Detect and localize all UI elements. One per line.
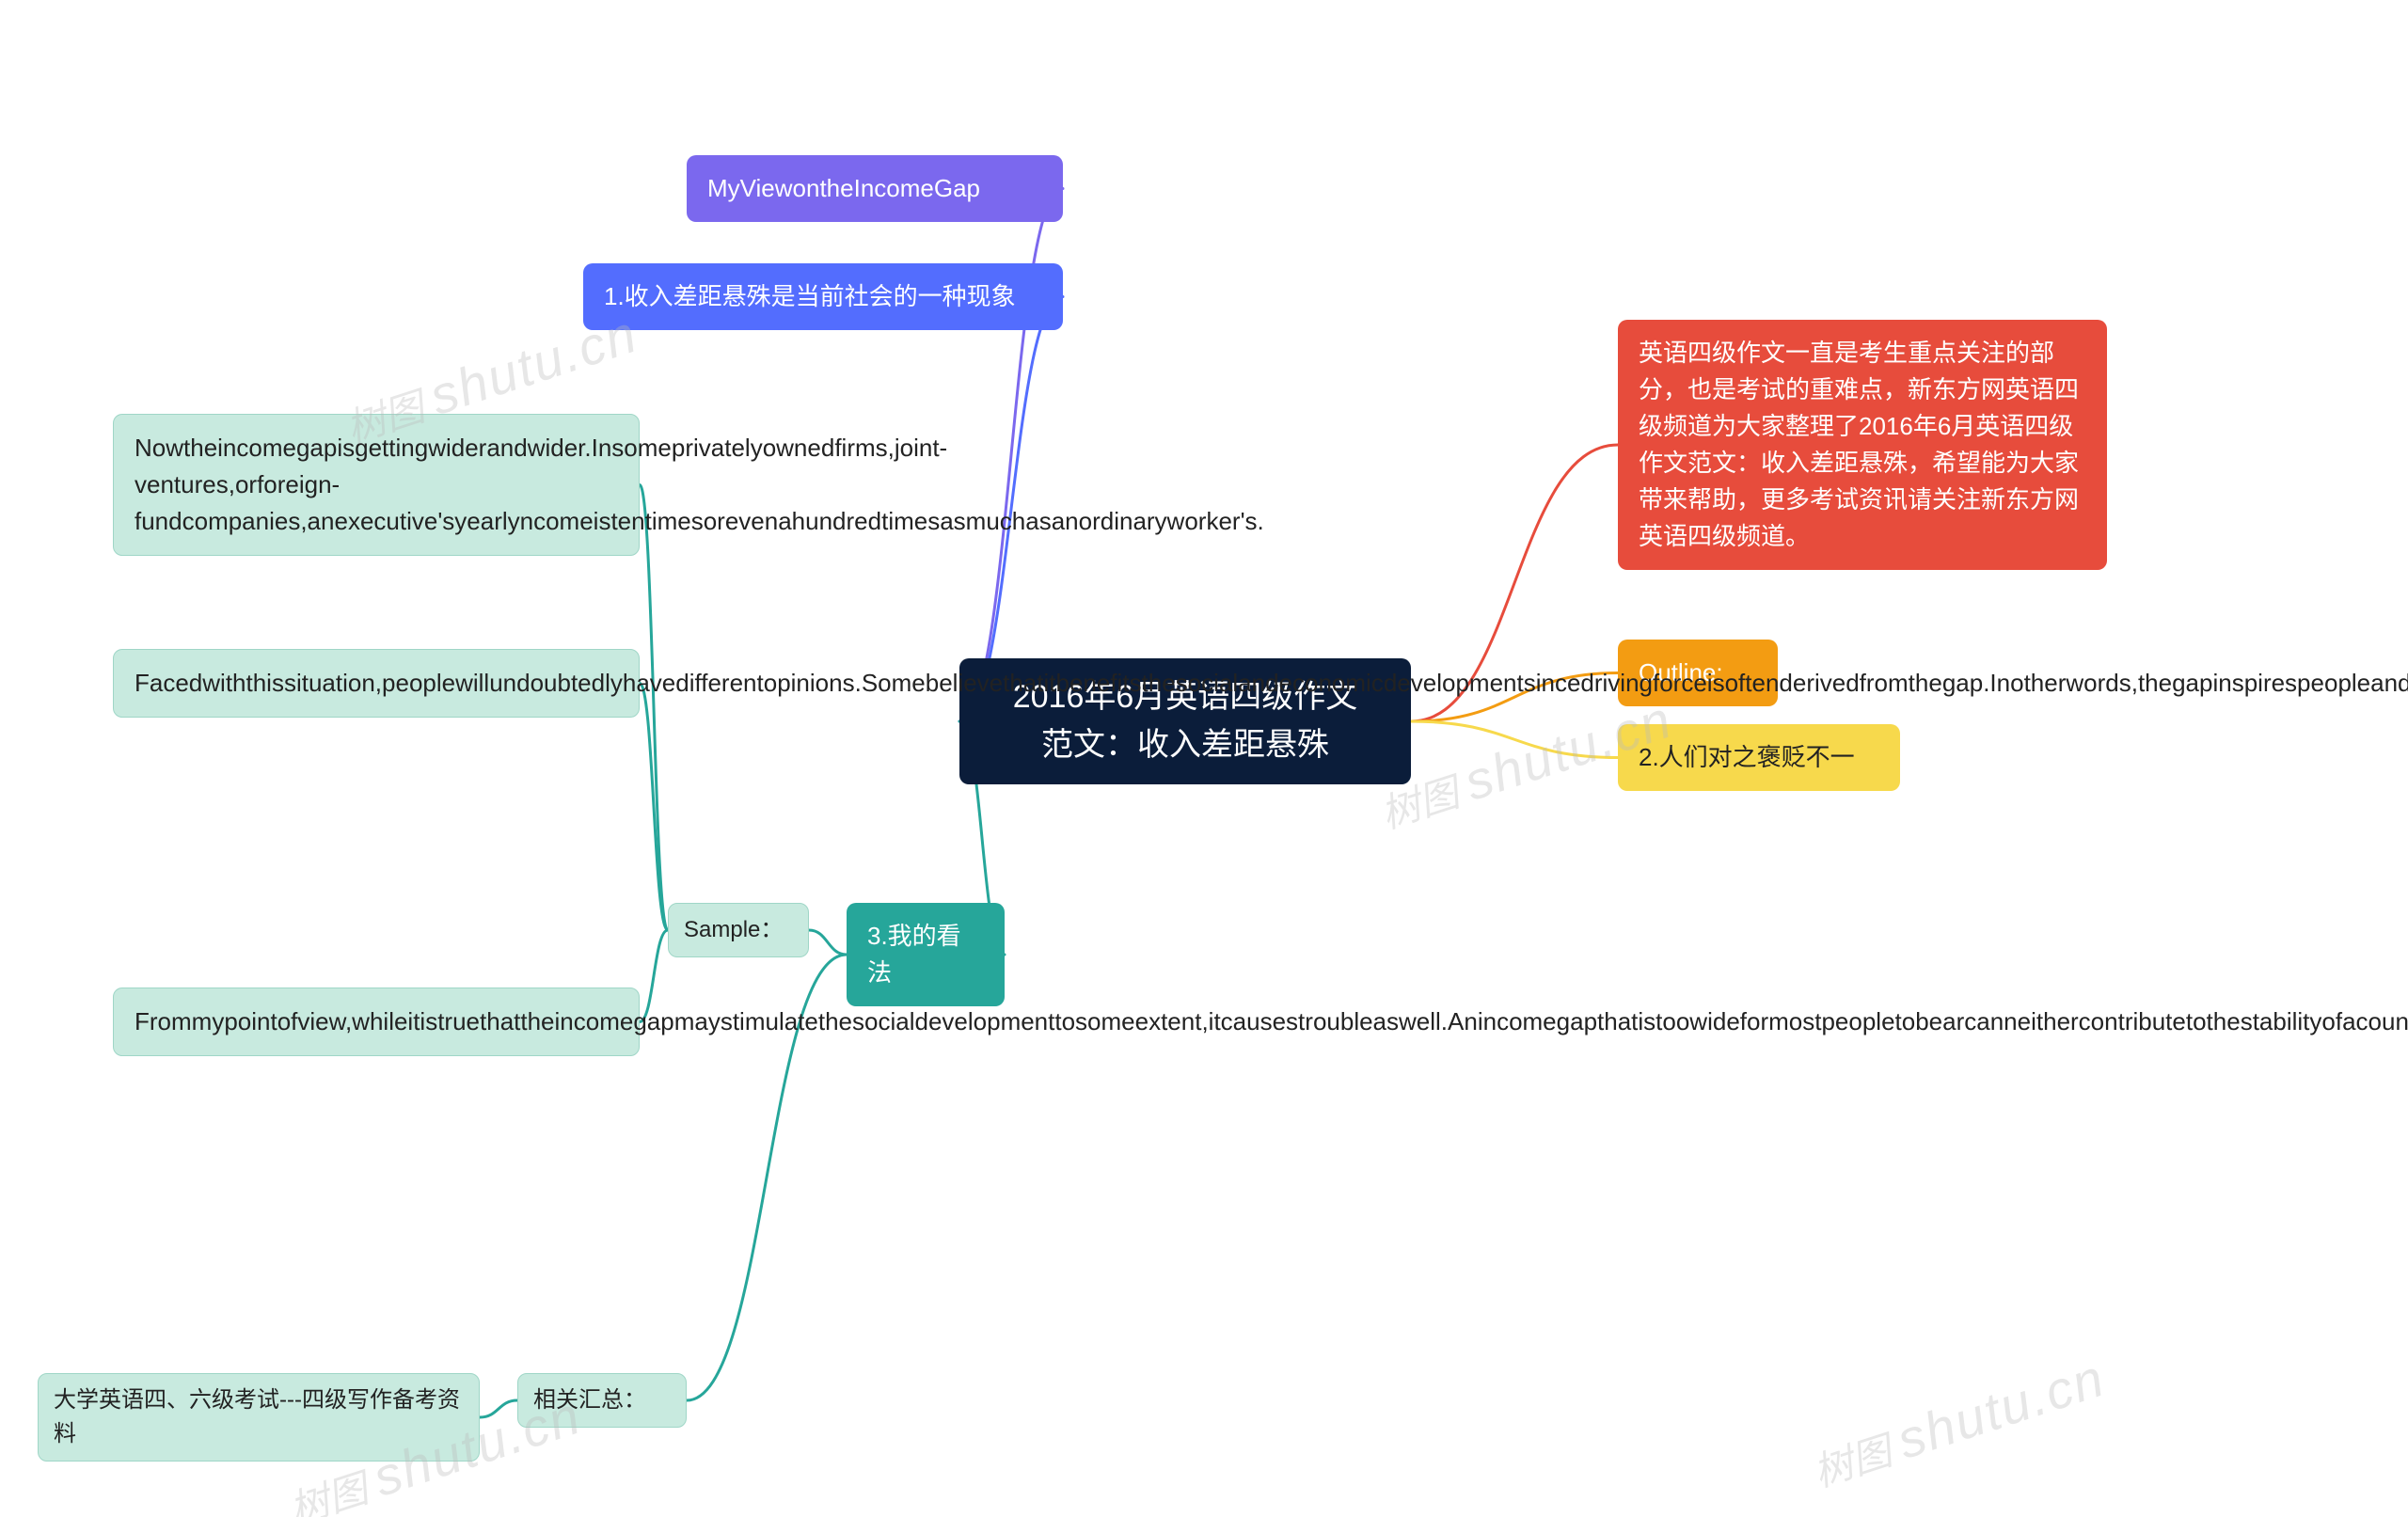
title-en-node[interactable]: MyViewontheIncomeGap — [687, 155, 1063, 222]
related-link-text: 大学英语四、六级考试---四级写作备考资料 — [54, 1387, 460, 1446]
outline-item-3-text: 3.我的看法 — [867, 922, 961, 987]
sample-label-text: Sample： — [684, 917, 783, 942]
sample-paragraph-3[interactable]: Frommypointofview,whileitistruethatthein… — [113, 988, 640, 1056]
outline-item-1-text: 1.收入差距悬殊是当前社会的一种现象 — [604, 282, 1016, 310]
related-summary-node[interactable]: 相关汇总： — [517, 1373, 687, 1428]
sample-paragraph-3-text: Frommypointofview,whileitistruethatthein… — [135, 1007, 2408, 1035]
root-line2: 范文：收入差距悬殊 — [980, 721, 1390, 769]
outline-item-3-node[interactable]: 3.我的看法 — [847, 903, 1005, 1006]
sample-label-node[interactable]: Sample： — [668, 903, 809, 957]
outline-item-2-text: 2.人们对之褒贬不一 — [1639, 743, 1855, 771]
related-link-node[interactable]: 大学英语四、六级考试---四级写作备考资料 — [38, 1373, 480, 1462]
title-en-text: MyViewontheIncomeGap — [707, 174, 980, 202]
outline-item-1-node[interactable]: 1.收入差距悬殊是当前社会的一种现象 — [583, 263, 1063, 330]
sample-paragraph-2-text: Facedwiththissituation,peoplewillundoubt… — [135, 669, 2408, 697]
watermark: 树图 shutu.cn — [1804, 1347, 2113, 1499]
intro-text: 英语四级作文一直是考生重点关注的部分，也是考试的重难点，新东方网英语四级频道为大… — [1639, 339, 2079, 550]
related-summary-text: 相关汇总： — [533, 1387, 646, 1413]
sample-paragraph-2[interactable]: Facedwiththissituation,peoplewillundoubt… — [113, 649, 640, 718]
sample-paragraph-1[interactable]: Nowtheincomegapisgettingwiderandwider.In… — [113, 414, 640, 556]
outline-item-2-node[interactable]: 2.人们对之褒贬不一 — [1618, 724, 1900, 791]
intro-paragraph-node[interactable]: 英语四级作文一直是考生重点关注的部分，也是考试的重难点，新东方网英语四级频道为大… — [1618, 320, 2107, 570]
sample-paragraph-1-text: Nowtheincomegapisgettingwiderandwider.In… — [135, 434, 1264, 535]
